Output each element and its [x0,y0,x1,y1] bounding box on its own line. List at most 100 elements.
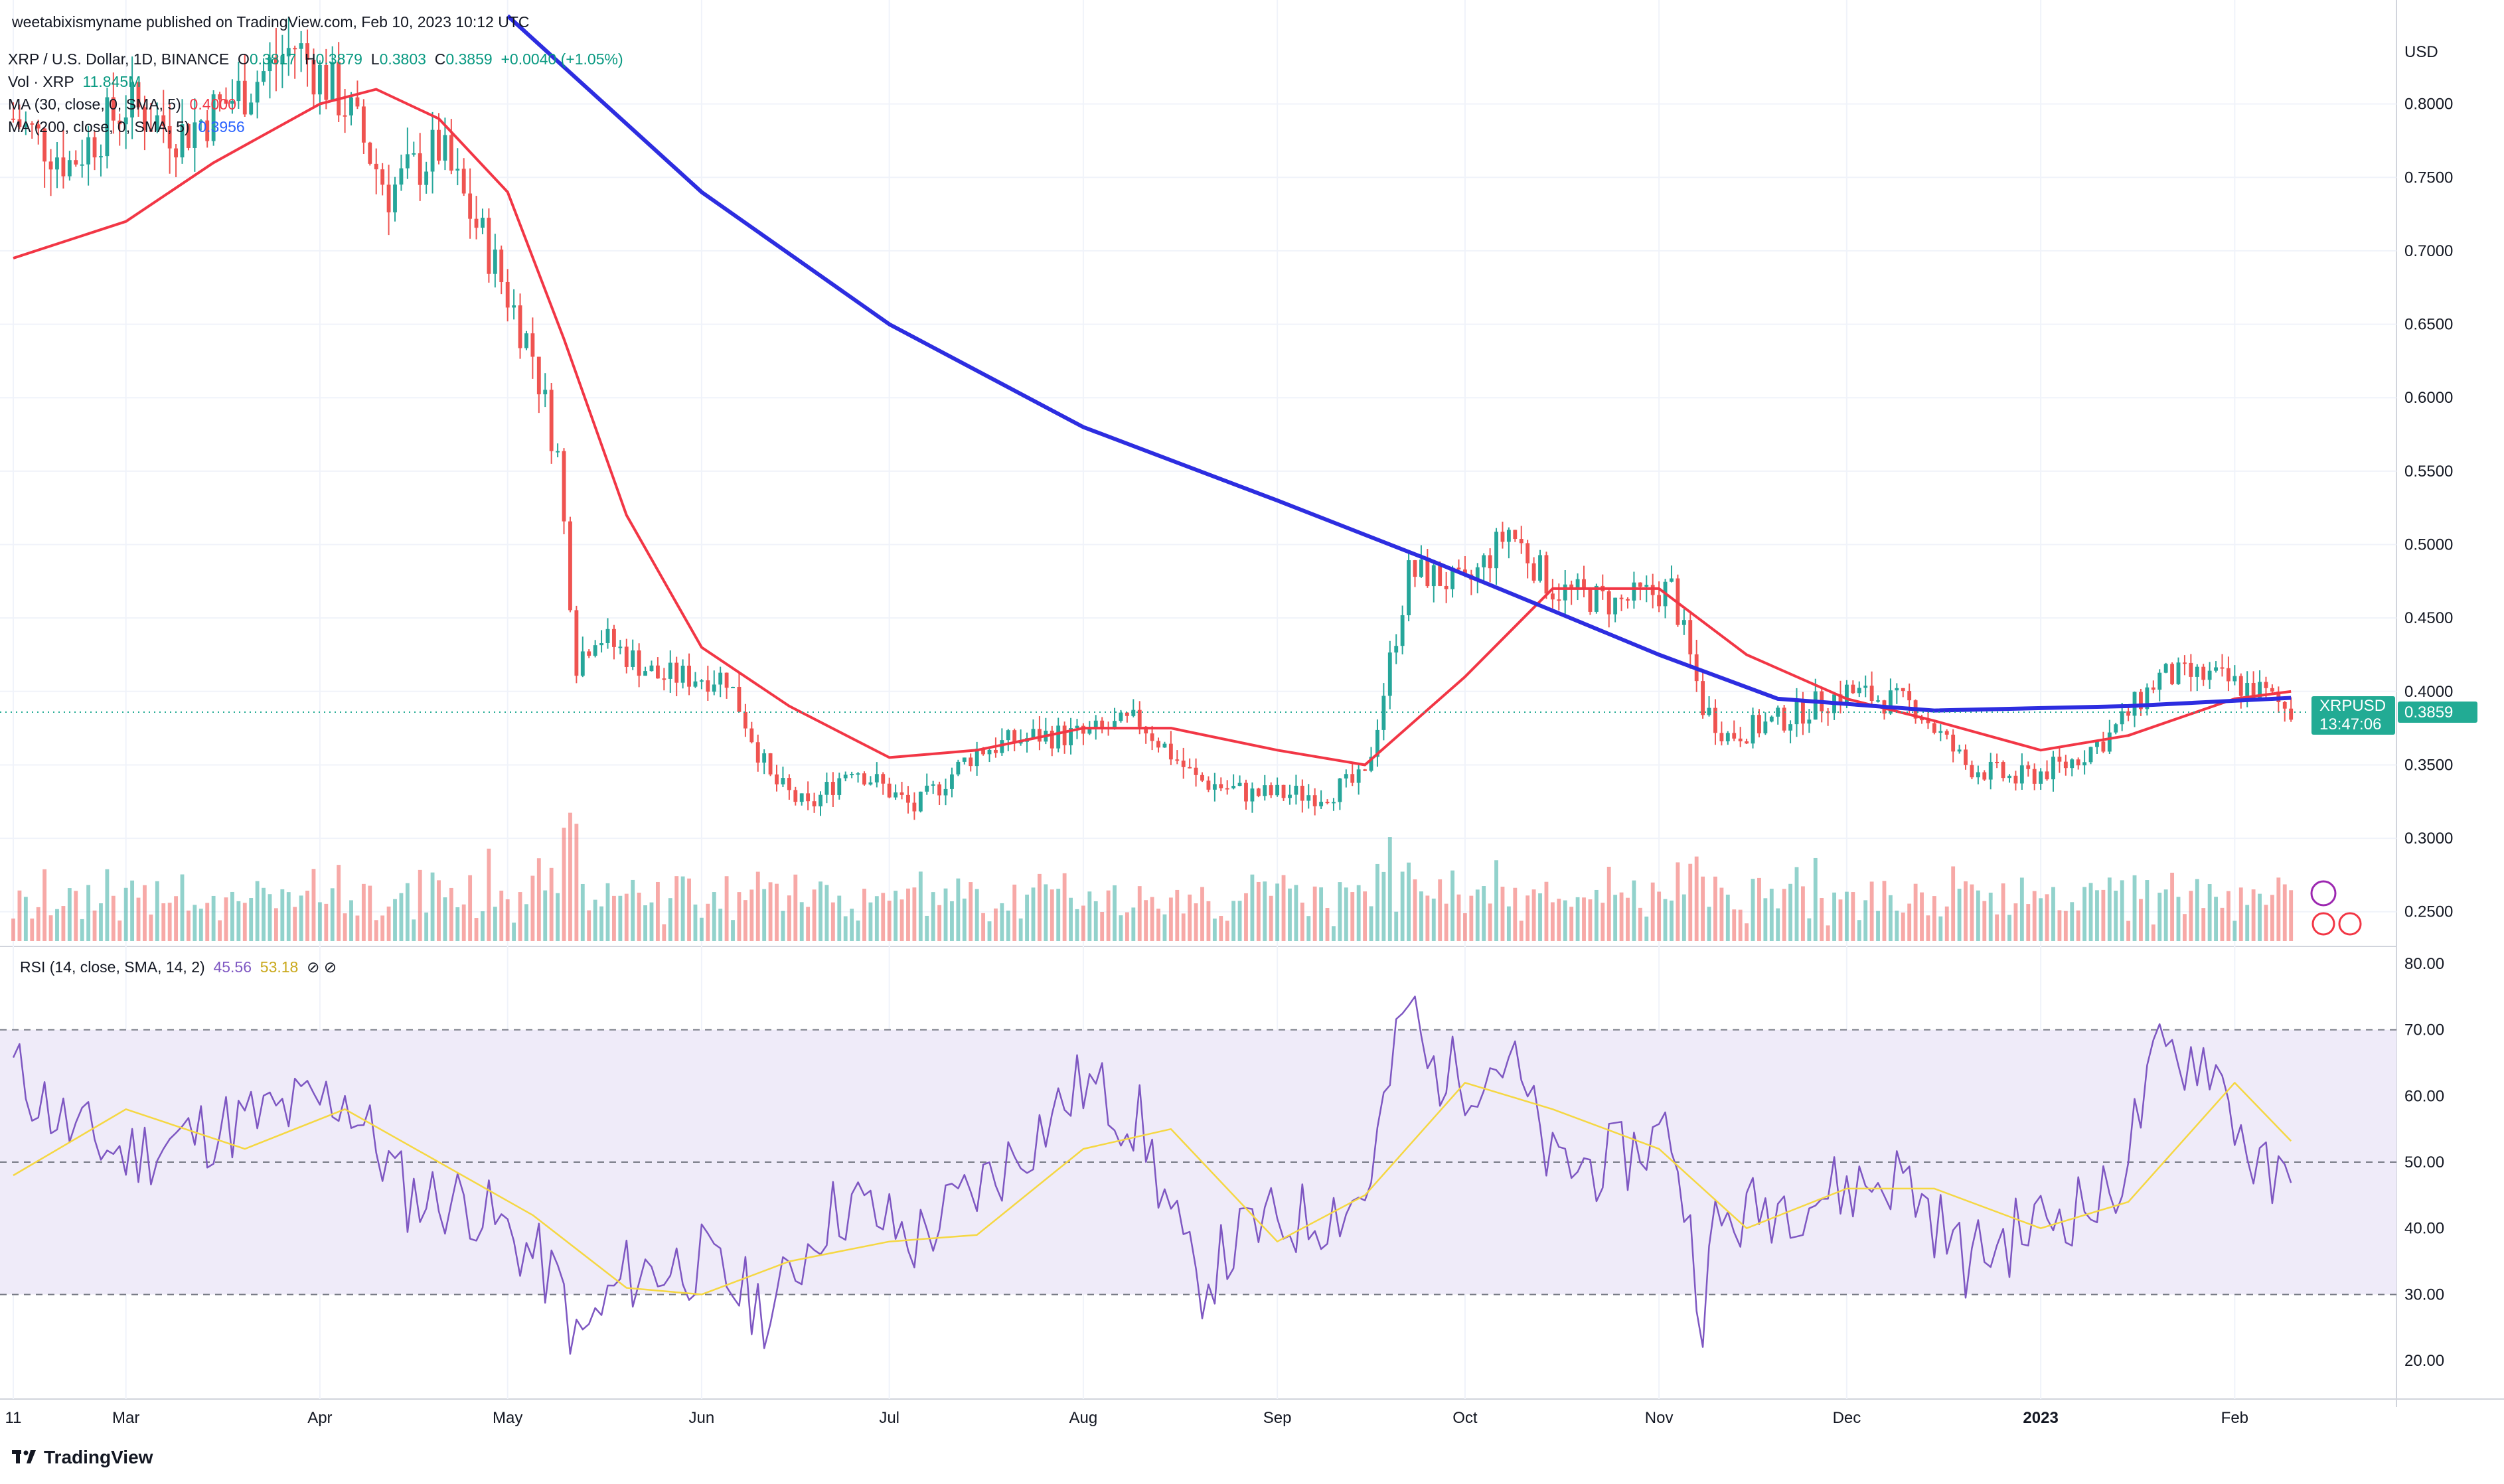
volume-bar [123,887,128,941]
high-label: H [305,50,316,68]
volume-bar [80,919,84,941]
candle-body [931,784,935,786]
candle-body [1450,567,1454,589]
settings-icon[interactable]: ⊘ [323,958,337,976]
candle-body [468,193,473,219]
candle-body [706,680,710,692]
volume-bar [536,858,541,941]
volume-bar [324,903,329,941]
volume-bar [1456,894,1461,941]
ma200-line [506,14,2292,713]
candle-body [925,785,929,792]
volume-bar [1531,889,1536,941]
eye-icon[interactable]: ⊘ [307,958,320,976]
volume-bar [1018,918,1023,941]
volume-bar [693,904,698,941]
volume-bar [580,883,585,941]
candle-body [1513,530,1518,540]
volume-bar [1619,892,1624,941]
candle-body [2207,670,2212,680]
volume-bar [1450,870,1454,941]
volume-bar [2101,889,2106,941]
price-tick-label: 0.8000 [2404,96,2453,113]
time-tick-label: Aug [1069,1409,1098,1427]
volume-bar [143,885,147,941]
volume-bar [1526,895,1530,941]
candle-body [2101,741,2106,752]
volume-bar [718,909,723,941]
volume-bar [1168,897,1173,941]
close-value: 0.3859 [445,50,493,68]
volume-bar [55,909,59,941]
candle-body [1325,802,1330,804]
volume-bar [1901,912,1905,941]
candle-body [2176,662,2181,684]
volume-bar [956,878,961,941]
candle-body [1294,785,1298,795]
time-tick-label: May [493,1409,522,1427]
low-value: 0.3803 [379,50,426,68]
volume-bar [1888,895,1893,941]
candle-body [2195,666,2199,677]
candle-body [2107,732,2112,752]
volume-bar [2032,891,2037,941]
volume-bar [2245,905,2250,941]
volume-bar [262,887,266,941]
ma200-legend[interactable]: MA (200, close, 0, SMA, 5) 0.3956 [8,118,245,136]
volume-bar [2201,908,2206,941]
candle-body [2032,769,2037,784]
volume-bar [280,889,285,941]
volume-bar [1794,867,1799,941]
volume-legend[interactable]: Vol · XRP 11.845M [8,73,141,91]
volume-bar [2238,887,2243,941]
volume-bar [1375,863,1379,941]
volume-bar [2157,893,2162,941]
volume-bar [236,901,241,941]
volume-bar [1725,894,1730,941]
rsi-legend[interactable]: RSI (14, close, SMA, 14, 2) 45.56 53.18 … [20,958,337,976]
candle-body [343,115,347,117]
volume-bar [11,919,15,941]
volume-bar [330,888,335,941]
candle-body [655,665,660,679]
volume-bar [549,867,554,941]
volume-bar [574,824,579,941]
ma30-legend[interactable]: MA (30, close, 0, SMA, 5) 0.4000 [8,96,236,113]
volume-bar [2163,889,2168,941]
volume-bar [268,894,272,941]
volume-bar [105,869,110,941]
volume-bar [1926,915,1930,941]
tradingview-brand[interactable]: TradingView [12,1447,153,1468]
brand-name: TradingView [44,1447,153,1467]
candle-body [530,333,535,357]
price-tick-label: 0.6000 [2404,389,2453,407]
volume-bar [1550,902,1555,941]
candle-body [149,130,153,132]
candle-body [1075,725,1079,729]
volume-bar [1219,916,1223,941]
volume-bar [1212,919,1217,941]
volume-bar [868,902,873,941]
candle-body [1751,715,1755,744]
volume-bar [680,876,685,941]
volume-bar [1670,900,1674,941]
time-tick-label: 2023 [2023,1409,2058,1427]
candle-body [2057,757,2062,762]
volume-bar [1857,920,1861,941]
volume-bar [405,883,410,941]
volume-bar [412,919,416,941]
candle-body [2001,762,2005,779]
axis-price-badge [2398,702,2477,723]
candle-body [1456,567,1461,570]
candle-body [2026,765,2031,769]
volume-bar [1225,921,1229,941]
candle-body [487,218,491,274]
symbol-label[interactable]: XRP / U.S. Dollar, 1D, BINANCE [8,50,230,68]
volume-bar [2076,910,2080,941]
candle-body [337,62,341,115]
volume-bar [1394,911,1399,941]
candle-body [123,117,128,125]
price-tick-label: 0.4500 [2404,609,2453,627]
volume-bar [1431,898,1436,941]
